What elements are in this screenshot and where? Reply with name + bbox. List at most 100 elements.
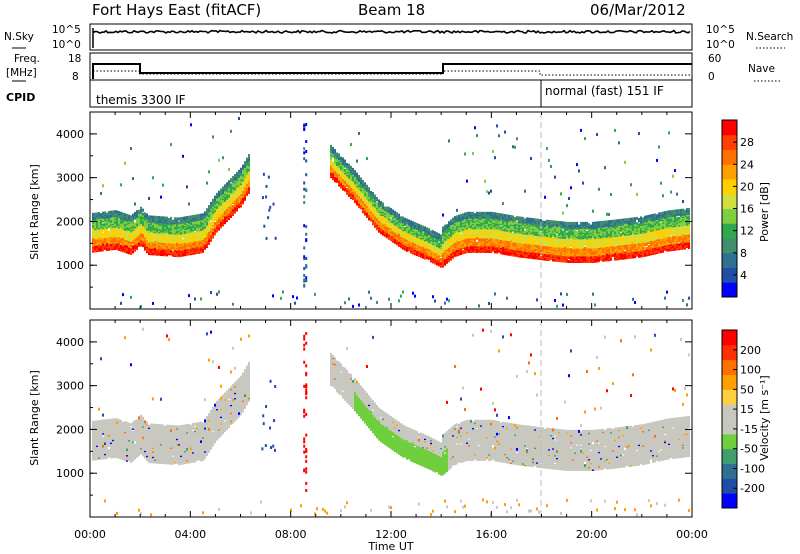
scatter-cell	[406, 223, 408, 227]
scatter-cell	[156, 223, 158, 227]
scatter-cell	[554, 220, 556, 224]
scatter-cell	[438, 233, 440, 237]
scatter-cell	[212, 222, 214, 226]
scatter-cell	[518, 216, 520, 220]
scatter-cell	[488, 232, 490, 236]
scatter-cell	[396, 237, 398, 241]
scatter-cell	[484, 239, 486, 243]
scatter-cell	[182, 228, 184, 232]
scatter-cell	[454, 251, 456, 255]
scatter-cell	[232, 186, 234, 190]
scatter-cell	[146, 213, 148, 217]
scatter-cell	[170, 216, 172, 220]
scatter-cell	[94, 212, 96, 216]
scatter-cell	[388, 206, 390, 210]
scatter-cell	[280, 296, 282, 300]
scatter-cell	[446, 243, 448, 247]
scatter-cell	[196, 227, 198, 231]
scatter-cell	[378, 215, 380, 219]
scatter-cell	[96, 229, 98, 233]
scatter-cell	[548, 258, 550, 262]
scatter-cell	[556, 220, 558, 224]
scatter-cell	[440, 258, 442, 262]
scatter-cell	[424, 248, 426, 252]
scatter-cell	[206, 222, 208, 226]
scatter-cell	[162, 222, 164, 226]
scatter-cell	[476, 236, 478, 240]
scatter-cell	[502, 202, 504, 206]
scatter-cell	[234, 196, 236, 200]
scatter-cell	[238, 116, 240, 120]
freq-tick-top: 18	[68, 53, 81, 65]
scatter-cell	[130, 215, 132, 219]
scatter-cell	[510, 246, 512, 250]
scatter-cell	[376, 202, 378, 206]
scatter-cell	[154, 219, 156, 223]
scatter-cell	[522, 216, 524, 220]
scatter-cell	[418, 223, 420, 227]
scatter-cell	[124, 227, 126, 231]
scatter-cell	[206, 181, 208, 185]
scatter-cell	[102, 184, 104, 188]
scatter-cell	[530, 227, 532, 231]
scatter-cell	[172, 251, 174, 255]
cpid-mode-1: themis 3300 IF	[96, 93, 186, 107]
scatter-cell	[474, 239, 476, 243]
scatter-cell	[102, 211, 104, 215]
scatter-cell	[534, 255, 536, 259]
scatter-cell	[514, 145, 516, 149]
scatter-cell	[428, 253, 430, 257]
scatter-cell	[384, 219, 386, 223]
scatter-cell	[218, 224, 220, 228]
scatter-cell	[100, 191, 102, 195]
scatter-cell	[538, 239, 540, 243]
scatter-cell	[196, 245, 198, 249]
scatter-cell	[460, 233, 462, 237]
scatter-cell	[122, 222, 124, 226]
scatter-cell	[500, 219, 502, 223]
scatter-cell	[186, 218, 188, 222]
scatter-cell	[210, 201, 212, 205]
scatter-cell	[484, 224, 486, 228]
scatter-cell	[488, 228, 490, 232]
scatter-cell	[442, 246, 444, 250]
scatter-cell	[182, 154, 184, 158]
scatter-cell	[228, 167, 230, 171]
scatter-cell	[556, 247, 558, 251]
scatter-cell	[148, 229, 150, 233]
scatter-cell	[430, 230, 432, 234]
scatter-cell	[512, 243, 514, 247]
scatter-cell	[412, 291, 414, 295]
scatter-cell	[406, 240, 408, 244]
scatter-cell	[470, 231, 472, 235]
scatter-cell	[156, 240, 158, 244]
scatter-cell	[486, 211, 488, 215]
scatter-cell	[400, 216, 402, 220]
scatter-cell	[108, 238, 110, 242]
scatter-cell	[330, 164, 332, 168]
scatter-cell	[182, 231, 184, 235]
scatter-cell	[334, 176, 336, 180]
scatter-cell	[524, 230, 526, 234]
scatter-cell	[140, 206, 142, 210]
scatter-cell	[424, 254, 426, 258]
scatter-cell	[132, 213, 134, 217]
scatter-cell	[438, 259, 440, 263]
scatter-cell	[332, 146, 334, 150]
scatter-cell	[154, 236, 156, 240]
scatter-cell	[488, 221, 490, 225]
scatter-cell	[206, 225, 208, 229]
scatter-cell	[372, 192, 374, 196]
scatter-cell	[430, 244, 432, 248]
scatter-cell	[224, 215, 226, 219]
scatter-cell	[552, 246, 554, 250]
scatter-cell	[530, 254, 532, 258]
scatter-cell	[364, 184, 366, 188]
scatter-cell	[512, 227, 514, 231]
scatter-cell	[558, 226, 560, 230]
scatter-cell	[532, 239, 534, 243]
scatter-cell	[194, 297, 196, 301]
scatter-cell	[336, 177, 338, 181]
scatter-cell	[498, 247, 500, 251]
scatter-cell	[126, 236, 128, 240]
